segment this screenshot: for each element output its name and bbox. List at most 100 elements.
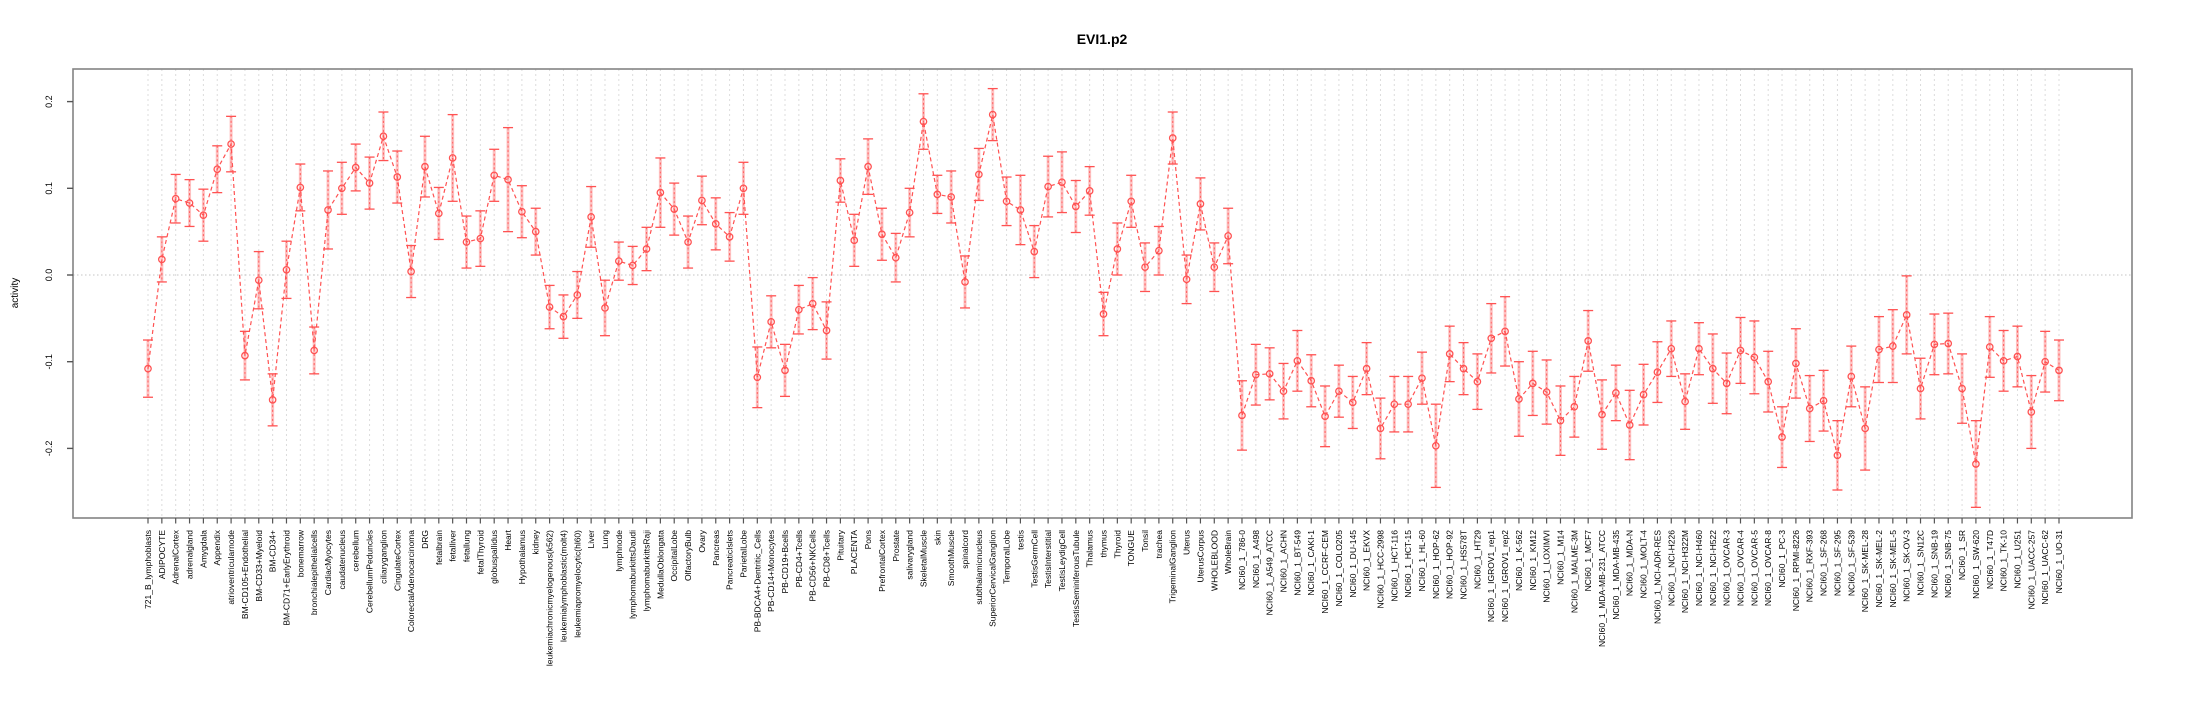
x-tick-label: TemporalLobe (1002, 530, 1012, 584)
x-tick-label: NCI60_1_PC-3 (1777, 530, 1787, 588)
data-point (1584, 337, 1593, 345)
x-tick-label: NCI60_1_HCT-15 (1403, 530, 1413, 598)
data-point (947, 193, 956, 201)
data-point (157, 255, 166, 264)
x-tick-label: NCI60_1_SR (1957, 530, 1967, 580)
x-tick-label: lymphomaburkittsRaji (642, 530, 652, 611)
data-point (878, 230, 886, 239)
x-tick-label: NCI60_1_K-562 (1514, 530, 1524, 591)
data-point (1916, 384, 1925, 393)
data-point (1528, 379, 1537, 388)
plot-box (72, 68, 2133, 519)
x-tick-label: BM-CD71+EarlyErythroid (281, 530, 291, 626)
data-point (1861, 424, 1869, 433)
x-tick-label: atrioventricularnode (226, 530, 236, 605)
x-tick-label: NCI60_1_LOXIMVI (1542, 530, 1552, 603)
x-tick-label: NCI60_1_TK-10 (1999, 530, 2009, 592)
x-tick-label: SmoothMuscle (946, 530, 956, 586)
x-tick-label: CardiacMyocytes (323, 530, 333, 595)
x-tick-label: NCI60_1_T47D (1985, 530, 1995, 589)
data-point (1764, 377, 1773, 386)
data-point (1085, 187, 1094, 195)
data-point (933, 190, 942, 199)
x-tick-label: NCI60_1_NCI-H522 (1708, 530, 1718, 606)
x-tick-label: NCI60_1_SK-OV-3 (1902, 530, 1912, 602)
x-tick-label: NCI60_1_OVCAR-3 (1722, 530, 1732, 606)
data-point (781, 366, 789, 375)
data-point (296, 183, 305, 192)
data-point (185, 199, 194, 207)
x-tick-label: PB-CD4+Tcells (794, 530, 804, 587)
x-tick-label: NCI60_1_BT-549 (1292, 530, 1302, 596)
x-axis-labels: 721_B_lymphoblasts ADIPOCYTE AdrenalCortex… (143, 518, 2064, 666)
x-tick-label: NCI60_1_SF-295 (1832, 530, 1842, 596)
x-tick-label: NCI60_1_UACC-62 (2040, 530, 2050, 605)
data-point (1113, 245, 1122, 253)
data-point (628, 261, 637, 270)
x-tick-label: CerebellumPeduncles (365, 530, 375, 613)
x-tick-label: PB-CD14+Monocytes (766, 530, 776, 612)
x-tick-label: NCI60_1_HCC-2998 (1375, 530, 1385, 609)
x-tick-label: CingulateCortex (392, 529, 402, 591)
data-point (905, 208, 914, 217)
data-point (545, 303, 554, 311)
x-tick-label: Thalamus (1085, 530, 1095, 567)
x-tick-label: ADIPOCYTE (157, 530, 167, 579)
x-tick-label: salivarygland (905, 530, 915, 580)
data-point (1196, 200, 1205, 208)
data-point (504, 175, 512, 184)
y-axis-labels: 0.2 0.1 0.0 -0.1 -0.2 (44, 95, 73, 456)
x-tick-label: Liver (586, 530, 596, 549)
x-tick-label: 721_B_lymphoblasts (143, 530, 153, 609)
data-point (850, 236, 859, 245)
y-tick-label: 0.0 (44, 269, 54, 282)
x-tick-label: NCI60_1_HL-60 (1417, 530, 1427, 592)
x-tick-label: globuspallidus (489, 530, 499, 584)
x-tick-label: fetalbrain (434, 530, 444, 565)
x-tick-label: NCI60_1_SK-MEL-28 (1860, 530, 1870, 612)
data-point (1293, 356, 1302, 365)
data-point (1459, 364, 1468, 373)
data-point (656, 188, 665, 197)
x-tick-label: NCI60_1_SNB-19 (1929, 530, 1939, 598)
data-point (1612, 389, 1620, 397)
data-point (1182, 275, 1191, 284)
data-point (1792, 359, 1800, 368)
x-tick-label: NCI60_1_HOP-62 (1431, 530, 1441, 599)
x-tick-label: BM-CD34+ (268, 530, 278, 572)
error-bars (143, 87, 2064, 509)
data-point (448, 154, 457, 162)
data-point (961, 278, 969, 286)
x-tick-label: leukemiachronicmyelogenous(k562) (545, 530, 555, 666)
data-point (1155, 246, 1163, 255)
data-point (670, 205, 679, 213)
data-point (1376, 424, 1385, 433)
x-tick-label: NCI60_1_OVCAR-5 (1749, 530, 1759, 606)
data-point (1750, 353, 1759, 362)
x-tick-label: NCI60_1_SK-MEL-2 (1874, 530, 1884, 608)
x-tick-label: fetalliver (448, 530, 458, 562)
x-tick-label: Amygdala (198, 530, 208, 568)
x-tick-label: NCI60_1_COLO205 (1334, 530, 1344, 607)
data-point (1515, 395, 1523, 403)
data-point (1473, 377, 1482, 386)
data-point (393, 173, 402, 181)
data-point (1431, 441, 1440, 450)
data-point (254, 276, 263, 285)
x-tick-label: NCI60_1_MDA-MB-231_ATCC (1597, 530, 1607, 647)
x-tick-label: BM-CD105+Endothelial (240, 530, 250, 619)
x-tick-label: TONGUE (1126, 530, 1136, 567)
data-point (1335, 387, 1343, 396)
data-point (753, 373, 762, 382)
data-point (725, 233, 734, 241)
x-tick-label: caudatenucleus (337, 530, 347, 590)
x-tick-label: NCI60_1_MCF7 (1583, 530, 1593, 592)
data-point (310, 346, 319, 355)
x-tick-label: OlfactoryBulb (683, 530, 693, 581)
x-tick-label: NCI60_1_RXF-393 (1805, 530, 1815, 603)
x-tick-label: TrigeminalGanglion (1168, 530, 1178, 604)
x-tick-label: PB-CD8+Tcells (822, 530, 832, 587)
data-point (379, 132, 388, 141)
x-tick-label: Prostate (891, 530, 901, 562)
data-point (642, 245, 651, 253)
